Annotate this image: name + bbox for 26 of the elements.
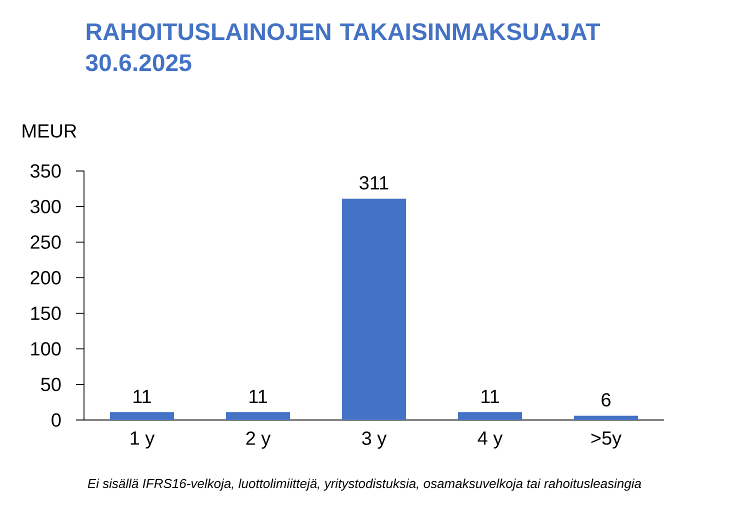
bar [342,198,406,420]
y-tick-label: 250 [30,235,61,249]
bar [574,416,638,420]
x-tick-label: 1 y [130,432,155,449]
bar [458,412,522,420]
data-label: 11 [134,390,151,403]
y-tick-label: 300 [30,200,61,214]
x-tick-label: >5y [591,432,622,449]
y-tick-label: 50 [41,378,61,392]
y-tick-label: 0 [52,413,61,427]
bar [110,412,174,420]
chart-title: RAHOITUSLAINOJEN TAKAISINMAKSUAJAT 30.6.2025 [86,23,600,72]
x-tick-label: 3 y [362,432,387,449]
bar [226,412,290,420]
y-tick-label: 150 [31,306,61,320]
x-tick-label: 2 y [246,432,271,449]
data-label: 6 [602,393,610,407]
y-axis-title: MEUR [22,124,76,138]
y-tick-label: 100 [31,342,61,356]
data-label: 11 [482,390,499,403]
data-label: 11 [250,390,267,403]
text: Ei sisällä IFRS16-velkoja, luottolimiittejä, yritystodistuksia, osamaksuvelkoja tai rahoitusleasingia [88,478,642,491]
x-tick-label: 4 y [478,432,503,449]
y-tick-label: 350 [30,164,61,178]
data-label: 311 [360,176,388,190]
y-tick-label: 200 [30,270,61,284]
